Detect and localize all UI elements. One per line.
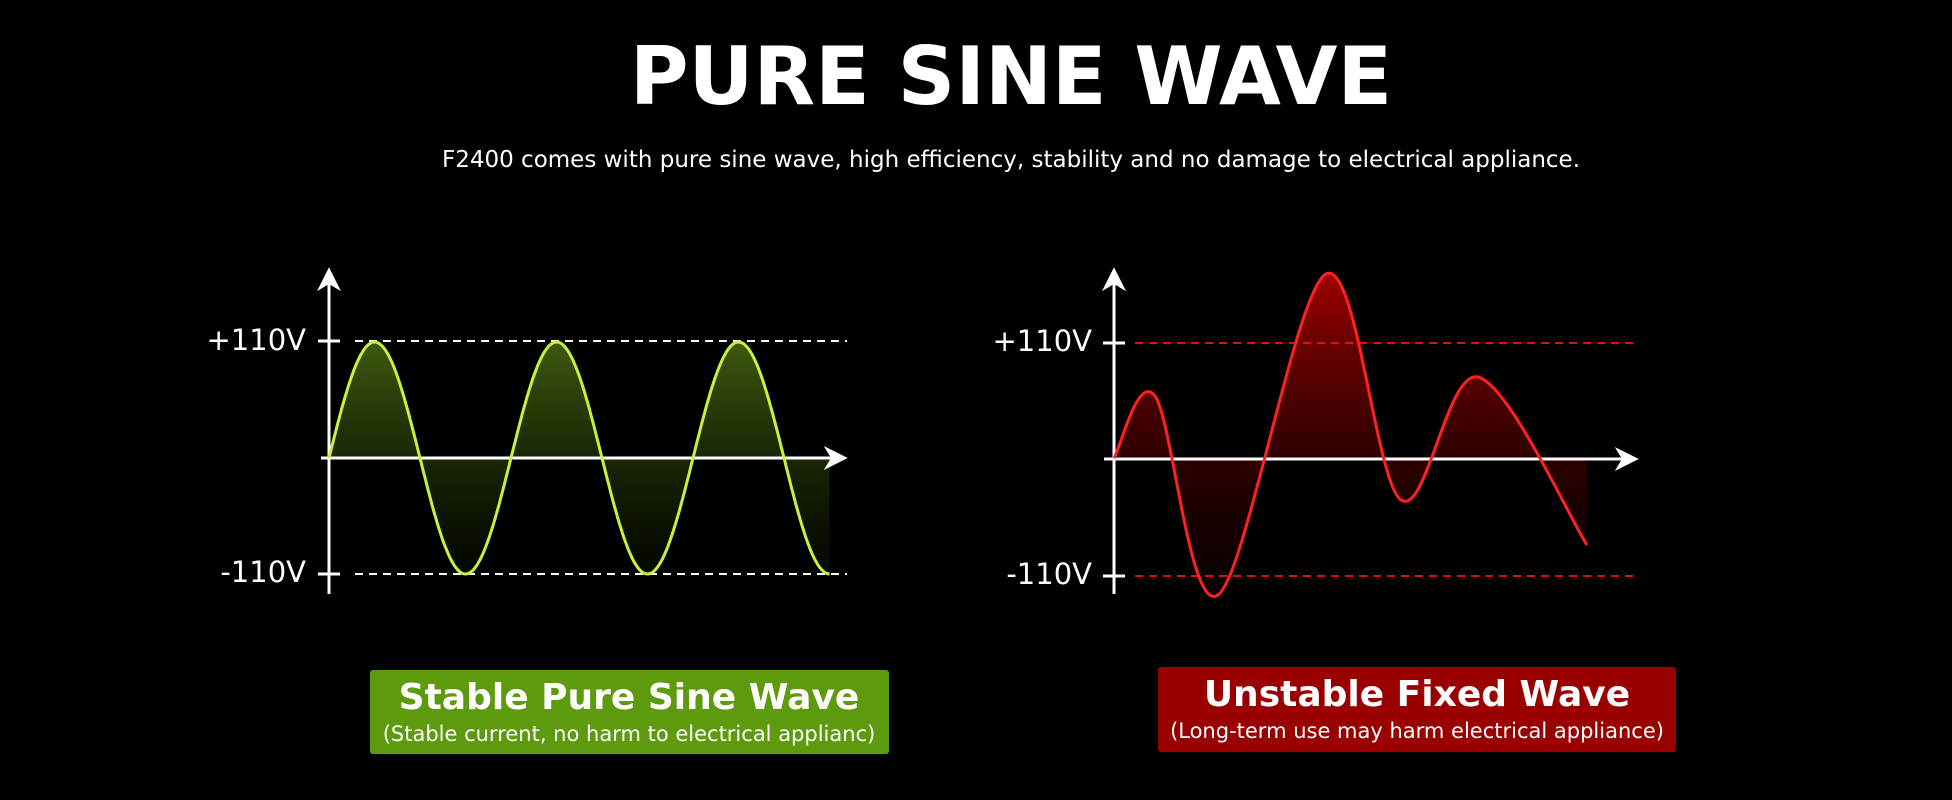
caption-title: Stable Pure Sine Wave: [399, 677, 860, 718]
caption-title: Unstable Fixed Wave: [1204, 674, 1630, 715]
sine-wave: [327, 340, 830, 576]
caption-text: (Stable current, no harm to electrical a…: [383, 722, 876, 746]
unstable-wave-diagram: +110V -110V Unstable Fixed Wave (Long-te…: [993, 267, 1676, 752]
title: PURE SINE WAVE: [630, 30, 1392, 123]
caption-text: (Long-term use may harm electrical appli…: [1170, 719, 1664, 743]
caption-box: [1158, 667, 1676, 752]
upper-label: +110V: [993, 324, 1093, 358]
wave-fill: [1114, 273, 1587, 597]
lower-label: -110V: [220, 555, 306, 589]
stable-wave-diagram: +110V -110V Stable Pure Sine Wave (Stabl…: [207, 267, 889, 754]
unstable-wave: [1112, 272, 1589, 598]
upper-label: +110V: [207, 323, 307, 357]
lower-label: -110V: [1006, 557, 1092, 591]
caption-box: [370, 670, 889, 754]
subtitle: F2400 comes with pure sine wave, high ef…: [442, 147, 1580, 173]
